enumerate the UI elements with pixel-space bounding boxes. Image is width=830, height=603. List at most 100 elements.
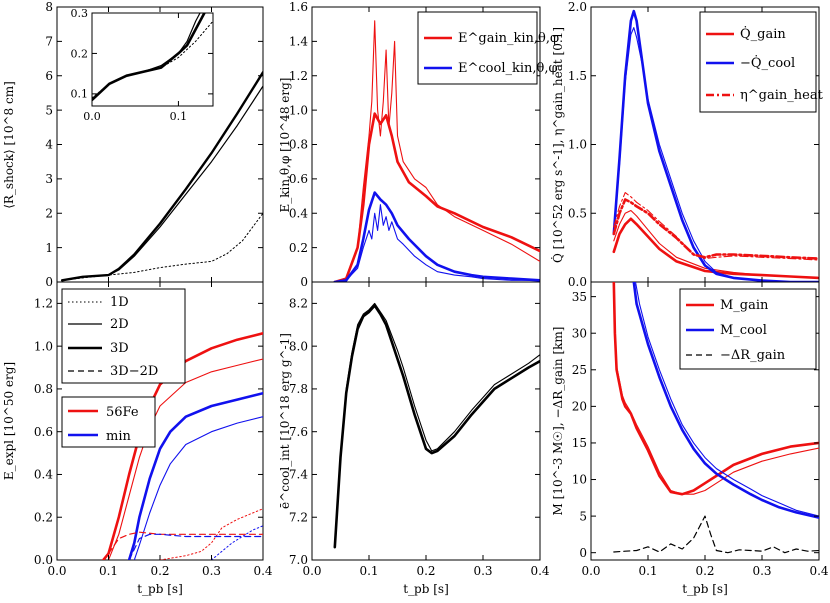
mass-series-mcool-2d [634, 282, 819, 517]
legend-label-3d: 3D [110, 341, 129, 356]
mass-ytick-label: 0 [579, 546, 587, 560]
eexpl-xtick-label: 0.3 [202, 564, 221, 578]
ekin-series-cool-2d [334, 204, 540, 282]
ekin-series-gain-3d [333, 112, 540, 282]
xlabel-eint: t_pb [s] [403, 582, 449, 596]
ekin-ytick-label: 1.6 [289, 0, 308, 14]
mass-xtick-label: 0.4 [809, 564, 828, 578]
eint-xtick-label: 0.3 [473, 564, 492, 578]
legend-label-2d: 2D [110, 317, 129, 332]
inset-ytick-label: 0.3 [71, 7, 89, 20]
legend-label-mgain: M_gain [720, 298, 769, 313]
legend-label-min: min [106, 429, 131, 444]
rshock-ytick-label: 4 [45, 138, 53, 152]
axes-eint [311, 281, 541, 561]
eexpl-series-2d-56fe [107, 358, 263, 560]
mass-xtick-label: 0.0 [581, 564, 600, 578]
xlabel-eexpl: t_pb [s] [137, 582, 183, 596]
eint-xtick-label: 0.1 [359, 564, 378, 578]
qdot-series-qgain-3d [612, 217, 819, 280]
mass-series-mgain-2d [613, 282, 819, 495]
rshock-series-group [60, 71, 263, 282]
eexpl-series-1d-min [211, 525, 263, 560]
legend-label-qgain: Q̇_gain [740, 26, 786, 42]
qdot-ytick-label: 0.0 [568, 275, 587, 289]
eexpl-ytick-label: 1.2 [34, 297, 53, 311]
inset-series-group [92, 13, 213, 102]
inset-series-3d [92, 13, 206, 102]
qdot-series-qgain-2d [613, 209, 819, 279]
ylabel-mass: M [10^-3 M☉], −ΔR_gain [km] [551, 327, 565, 516]
qdot-ytick-label: 1.5 [568, 69, 587, 83]
ekin-ytick-label: 0.2 [289, 241, 308, 255]
eexpl-series-2d-min [133, 416, 263, 560]
eint-ytick-label: 7.8 [289, 382, 308, 396]
mass-series-mgain-3d [612, 282, 819, 496]
legend-label-drgain: −ΔR_gain [720, 348, 786, 363]
inset-ytick-label: 0.1 [71, 88, 89, 101]
qdot-series-eta-3d [612, 198, 819, 260]
eint-ytick-label: 7.4 [289, 468, 308, 482]
eint-xtick-label: 0.2 [416, 564, 435, 578]
xlabel-mass: t_pb [s] [682, 582, 728, 596]
legend-label-eta: η^gain_heat [740, 88, 824, 103]
eexpl-ytick-label: 0.2 [34, 510, 53, 524]
eexpl-series-3d-min [127, 391, 263, 560]
ekin-ytick-label: 1.4 [289, 35, 308, 49]
qdot-series-group [612, 9, 819, 282]
eint-series-group [333, 302, 540, 549]
eint-series-2d [334, 302, 540, 548]
legend-label-3d-2d: 3D−2D [110, 364, 158, 379]
qdot-series-eta-2d [613, 192, 819, 261]
mass-ytick-label: 25 [572, 363, 587, 377]
ekin-ytick-label: 0.8 [289, 138, 308, 152]
eexpl-xtick-label: 0.0 [47, 564, 66, 578]
rshock-ytick-label: 2 [45, 206, 53, 220]
qdot-ytick-label: 1.0 [568, 138, 587, 152]
mass-xtick-label: 0.3 [752, 564, 771, 578]
inset-ytick-label: 0.2 [71, 47, 89, 60]
legend-label-cool: E^cool_kin,θ,φ [458, 61, 558, 76]
mass-ytick-label: 35 [572, 290, 587, 304]
inset-axes [91, 12, 214, 107]
mass-xtick-label: 0.2 [695, 564, 714, 578]
mass-ytick-label: 30 [572, 326, 587, 340]
rshock-series-3d [60, 71, 263, 282]
eint-ytick-label: 7.6 [289, 425, 308, 439]
eint-ytick-label: 8.2 [289, 297, 308, 311]
mass-ytick-label: 15 [572, 436, 587, 450]
panel-eint: 0.0 0.1 0.2 0.3 0.4 7.0 7.2 7.4 7.6 7.8 8.0 8.2 [289, 281, 550, 578]
ekin-series-cool-3d [333, 191, 540, 282]
rshock-ytick-label: 7 [45, 35, 53, 49]
ekin-ytick-label: 0.6 [289, 172, 308, 186]
eint-ytick-label: 7.0 [289, 553, 308, 567]
mass-series-group [612, 282, 819, 554]
inset-xtick-label: 0.1 [170, 110, 188, 123]
ekin-series-group [333, 20, 540, 282]
rshock-ytick-label: 6 [45, 69, 53, 83]
eint-ytick-label: 7.2 [289, 510, 308, 524]
ekin-ytick-label: 0.4 [289, 206, 308, 220]
ylabel-eexpl: E_expl [10^50 erg] [2, 362, 16, 480]
rshock-ytick-label: 5 [45, 103, 53, 117]
legend-mass: M_gain M_cool −ΔR_gain [679, 288, 817, 370]
eexpl-ytick-label: 1.0 [34, 339, 53, 353]
legend-ekin: E^gain_kin,θ,φ E^cool_kin,θ,φ [417, 11, 559, 85]
eint-xtick-label: 0.4 [530, 564, 549, 578]
legend-qdot: Q̇_gain −Q̇_cool η^gain_heat [699, 11, 824, 113]
eint-ytick-label: 8.0 [289, 339, 308, 353]
inset-xtick-label: 0.0 [83, 110, 101, 123]
legend-styles: 1D 2D 3D 3D−2D [61, 288, 186, 384]
ekin-ytick-label: 1.2 [289, 69, 308, 83]
panel-qdot: 0.0 0.5 1.0 1.5 2.0 [568, 0, 820, 289]
eint-xtick-label: 0.0 [302, 564, 321, 578]
eexpl-xtick-label: 0.4 [253, 564, 272, 578]
eexpl-ytick-label: 0.6 [34, 425, 53, 439]
mass-ytick-label: 5 [579, 509, 587, 523]
mass-series--drgain [613, 515, 819, 554]
eexpl-xtick-label: 0.1 [99, 564, 118, 578]
legend-label-mcool: M_cool [720, 323, 767, 338]
eexpl-ytick-label: 0.0 [34, 553, 53, 567]
qdot-ytick-label: 2.0 [568, 0, 587, 14]
